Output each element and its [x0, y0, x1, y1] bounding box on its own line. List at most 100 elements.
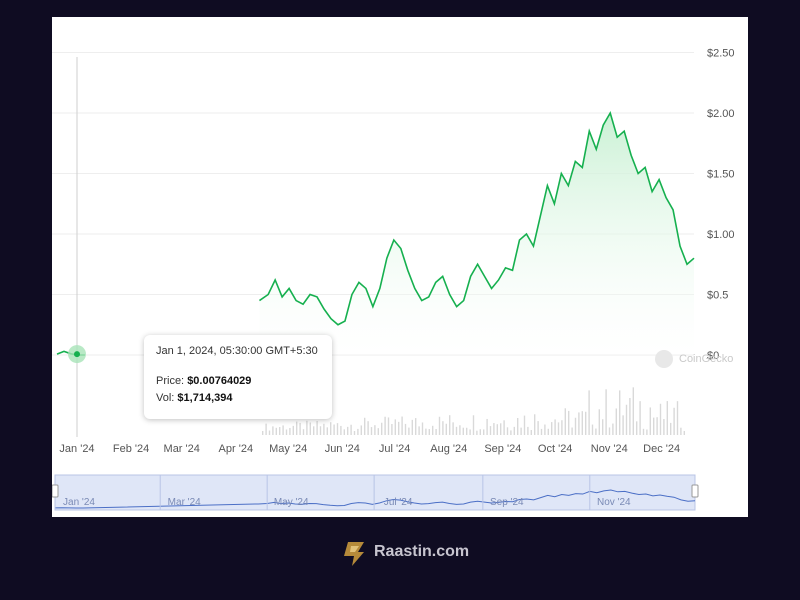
volume-bar — [483, 429, 485, 435]
volume-bar — [442, 421, 444, 435]
volume-bar — [568, 410, 570, 435]
coingecko-watermark: CoinGecko — [655, 350, 745, 370]
volume-bar — [571, 427, 573, 435]
volume-bar — [309, 422, 311, 435]
volume-bar — [673, 407, 675, 435]
navigator-tick-label: Jan '24 — [63, 497, 95, 508]
volume-bar — [323, 423, 325, 435]
volume-bar — [401, 416, 403, 435]
y-tick-label: $0.5 — [707, 290, 728, 302]
volume-bar — [615, 408, 617, 435]
volume-bar — [642, 428, 645, 435]
volume-bar — [268, 430, 271, 435]
tooltip-price-value: $0.00764029 — [187, 375, 252, 387]
volume-bar — [289, 427, 291, 435]
volume-bar — [391, 423, 393, 435]
volume-bar — [343, 429, 345, 435]
volume-bar — [370, 427, 373, 435]
price-line — [258, 110, 695, 326]
tooltip-date: Jan 1, 2024, 05:30:00 GMT+5:30 — [156, 345, 318, 357]
volume-bar — [602, 419, 604, 435]
volume-bar — [496, 424, 498, 435]
volume-bar — [676, 401, 679, 435]
navigator-right-handle[interactable] — [691, 484, 699, 498]
y-tick-label: $0 — [707, 350, 719, 362]
volume-bar — [340, 425, 342, 435]
volume-bar — [418, 426, 420, 435]
volume-bar — [462, 427, 464, 435]
volume-bar — [394, 419, 396, 435]
volume-bar — [581, 411, 583, 435]
watermark-text: CoinGecko — [679, 353, 734, 365]
volume-bar — [272, 426, 274, 435]
volume-bar — [510, 430, 512, 435]
volume-bar — [523, 415, 526, 435]
volume-bar — [415, 418, 417, 435]
volume-bar — [306, 420, 308, 435]
volume-bar — [449, 415, 451, 435]
site-brand[interactable]: Raastin.com — [338, 538, 478, 568]
volume-bar — [472, 415, 475, 435]
volume-bar — [445, 423, 447, 435]
tooltip-vol-value: $1,714,394 — [177, 392, 233, 404]
volume-bar — [476, 430, 478, 435]
y-tick-label: $2.50 — [707, 48, 735, 60]
raastin-logo-icon — [344, 542, 364, 566]
volume-bar — [455, 426, 458, 435]
x-tick-label: Dec '24 — [643, 443, 680, 455]
volume-bar — [585, 411, 587, 435]
volume-bar — [625, 404, 628, 435]
volume-bar — [622, 415, 624, 435]
volume-bar — [564, 408, 566, 435]
brand-name: Raastin.com — [374, 543, 470, 560]
volume-bar — [520, 427, 522, 435]
volume-bar — [513, 426, 515, 435]
chart-panel: $0 $0.5 $1.00 $1.50 $2.00 $2.50 Jan '24 Feb '24… — [52, 17, 748, 517]
navigator-left-handle[interactable] — [52, 484, 59, 498]
volume-bar — [364, 417, 366, 435]
volume-bar — [557, 422, 560, 435]
volume-bar — [262, 431, 264, 435]
volume-bar — [612, 423, 614, 435]
volume-bar — [608, 427, 611, 435]
volume-bar — [265, 423, 267, 435]
volume-bar — [493, 423, 495, 435]
volume-bar — [377, 428, 379, 435]
volume-bar — [547, 428, 549, 435]
volume-bar — [319, 426, 322, 435]
x-tick-label: May '24 — [269, 443, 307, 455]
volume-bar — [330, 422, 332, 435]
volume-bar — [282, 425, 284, 435]
volume-bar — [554, 419, 556, 435]
volume-bar — [629, 398, 631, 435]
volume-bar — [537, 421, 539, 435]
volume-bar — [527, 426, 529, 435]
volume-bar — [381, 422, 383, 435]
volume-bar — [435, 428, 437, 435]
navigator-tick-label: Nov '24 — [597, 497, 631, 508]
volume-bar — [561, 420, 563, 435]
volume-bar — [316, 420, 318, 435]
volume-bar — [299, 422, 301, 435]
x-tick-label: Jan '24 — [59, 443, 94, 455]
volume-bar — [534, 414, 536, 435]
volume-bar — [367, 421, 369, 435]
volume-bar — [653, 417, 655, 435]
volume-bar — [411, 419, 413, 435]
price-chart[interactable]: $0 $0.5 $1.00 $1.50 $2.00 $2.50 Jan '24 Feb '24… — [52, 17, 748, 517]
volume-bar — [347, 426, 349, 435]
volume-bar — [466, 427, 468, 435]
volume-bar — [598, 409, 600, 435]
x-tick-label: Oct '24 — [538, 443, 573, 455]
volume-bar — [404, 423, 407, 435]
volume-bar — [656, 417, 658, 435]
volume-bar — [469, 429, 471, 435]
coingecko-logo-icon — [655, 350, 673, 368]
x-tick-label: Jun '24 — [325, 443, 360, 455]
volume-bar — [506, 427, 509, 435]
hover-point — [74, 351, 80, 358]
volume-bar — [296, 421, 298, 435]
volume-bar — [336, 423, 339, 435]
volume-bar — [486, 418, 488, 435]
volume-bar — [605, 389, 607, 435]
